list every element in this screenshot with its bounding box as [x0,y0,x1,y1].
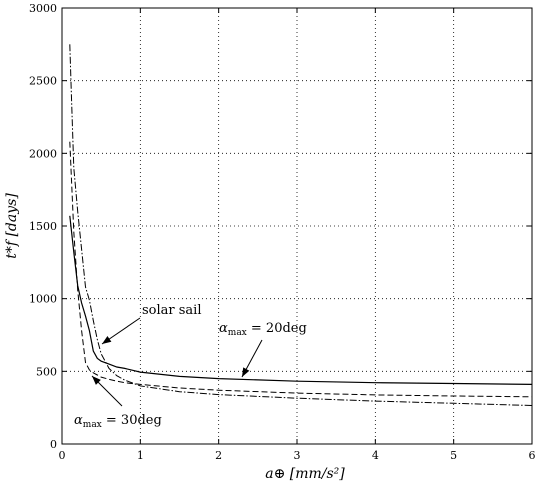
arrow-solar-sail-head [102,336,112,344]
annotation-alpha-30-symbol: α [74,413,83,428]
axis-ticks: 0 1 2 3 4 5 6 0 500 1000 1500 2000 2500 3000 [29,2,536,462]
series-line-0 [69,215,533,385]
series-line-2 [69,44,533,406]
x-tick-label: 5 [450,449,457,462]
annotation-alpha-20: αmax = 20deg [219,321,307,338]
x-tick-label: 4 [372,449,379,462]
annotation-alpha-30: αmax = 30deg [74,413,162,430]
x-tick-label: 1 [137,449,144,462]
annotation-solar-sail: solar sail [142,303,202,318]
series-line-1 [69,141,533,398]
plot-frame [61,7,533,445]
arrow-alpha-20-head [242,367,250,377]
annotation-alpha-30-tail: = 30deg [102,413,162,428]
x-tick-label: 6 [529,449,536,462]
x-tick-label: 2 [215,449,222,462]
arrow-alpha-30-head [92,376,101,385]
x-tick-label: 0 [59,449,66,462]
y-tick-label: 2500 [29,75,57,88]
x-tick-label: 3 [294,449,301,462]
x-axis-label: a⊕ [mm/s²] [265,466,345,482]
annotation-alpha-20-symbol: α [219,321,228,336]
series-lines [69,44,533,406]
y-tick-label: 1500 [29,220,57,233]
annotation-alpha-30-sub: max [83,420,102,430]
annotation-alpha-20-sub: max [228,328,247,338]
y-tick-label: 3000 [29,2,57,15]
y-tick-label: 1000 [29,293,57,306]
y-axis-label: t*f [days] [4,193,20,259]
annotation-alpha-20-tail: = 20deg [247,321,307,336]
y-tick-label: 0 [50,438,57,451]
y-tick-label: 500 [36,365,57,378]
y-tick-label: 2000 [29,147,57,160]
grid [62,8,532,444]
